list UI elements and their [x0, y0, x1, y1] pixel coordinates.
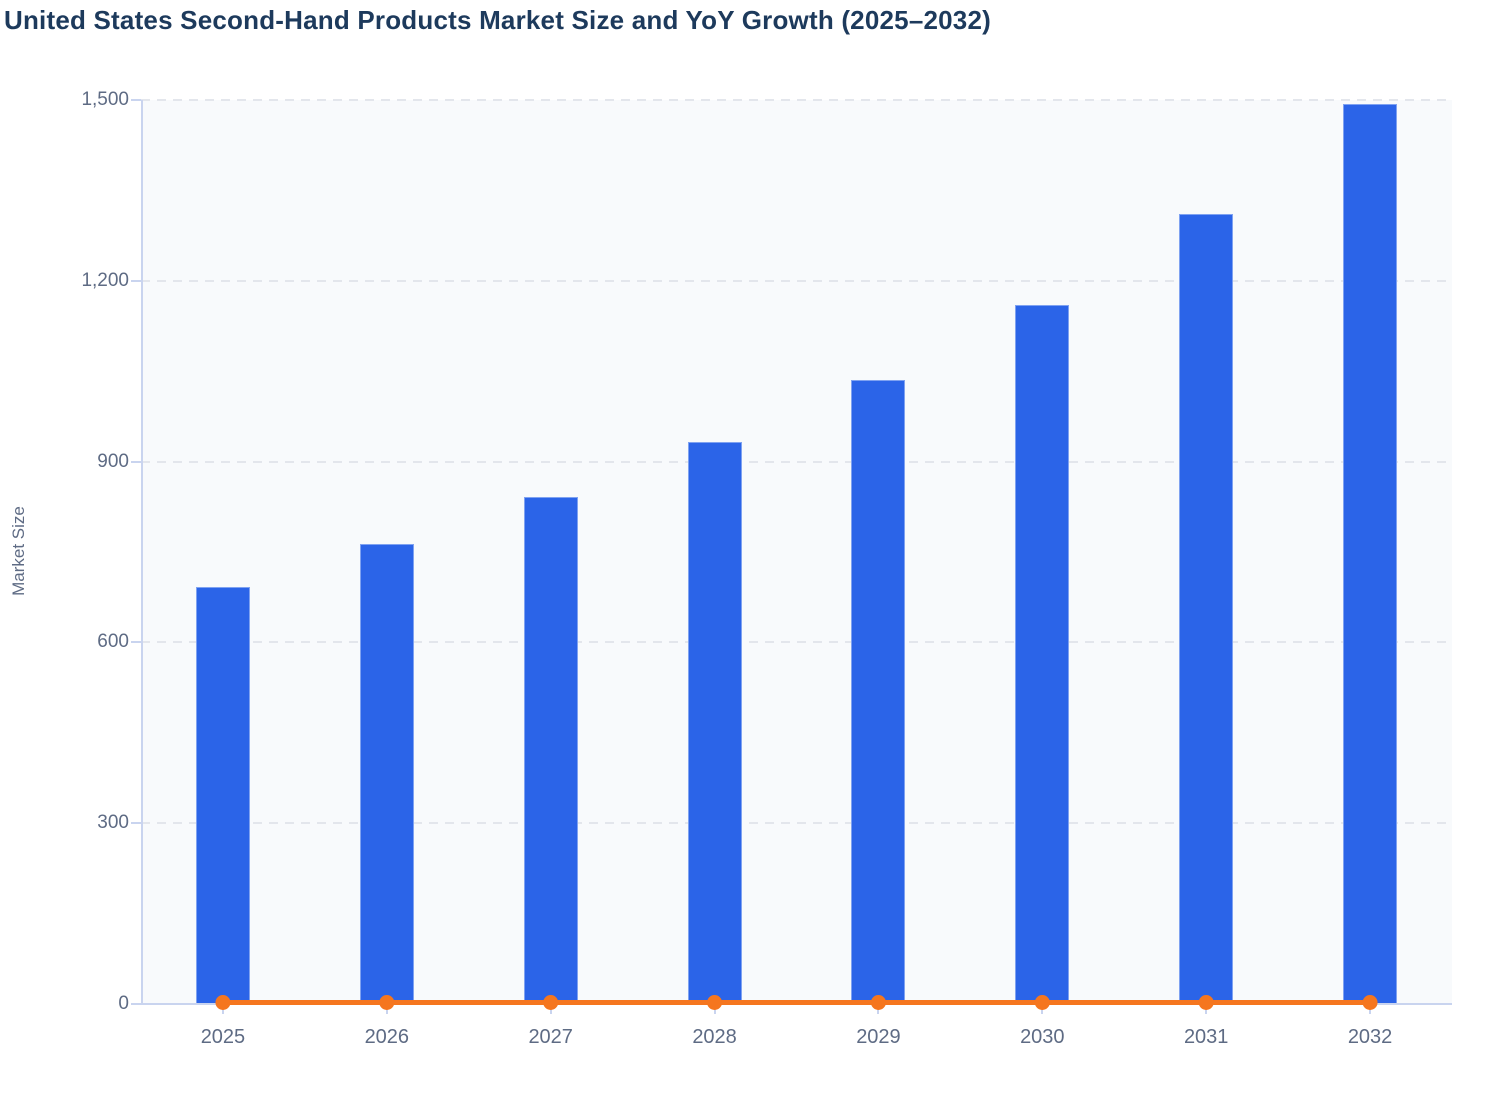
- x-tick-label: 2029: [856, 1026, 901, 1048]
- y-axis-tick: [131, 822, 141, 825]
- y-tick-label: 0: [118, 993, 129, 1014]
- yoy-marker-2028: [707, 995, 723, 1010]
- bar-2025: [195, 586, 250, 1004]
- y-tick-label: 1,200: [81, 269, 129, 291]
- y-axis-tick: [131, 460, 141, 463]
- y-axis-tick: [131, 1003, 141, 1005]
- yoy-marker-2025: [215, 995, 231, 1010]
- gridline-600: [141, 641, 1452, 644]
- bar-2030: [1015, 304, 1070, 1004]
- bar-2031: [1179, 213, 1234, 1004]
- x-tick-label: 2030: [1020, 1026, 1065, 1048]
- x-tick-label: 2032: [1347, 1026, 1393, 1048]
- y-axis-tick: [131, 99, 141, 101]
- y-axis-tick: [131, 641, 141, 644]
- bar-2026: [359, 544, 414, 1004]
- y-tick-label: 900: [97, 450, 129, 472]
- x-tick-label: 2025: [200, 1026, 246, 1048]
- yoy-marker-2027: [543, 995, 559, 1010]
- gridline-1,500: [141, 99, 1452, 101]
- x-tick-label: 2026: [364, 1026, 410, 1048]
- x-tick-label: 2031: [1183, 1026, 1229, 1048]
- bar-2027: [523, 497, 578, 1004]
- x-tick-label: 2028: [692, 1026, 737, 1048]
- yoy-marker-2031: [1198, 995, 1214, 1010]
- bar-2029: [851, 380, 906, 1004]
- gridline-1,200: [141, 279, 1452, 282]
- y-axis-tick: [131, 279, 141, 282]
- chart-title: United States Second-Hand Products Marke…: [4, 5, 991, 35]
- y-axis-line: [141, 100, 143, 1004]
- gridline-900: [141, 460, 1452, 463]
- yoy-marker-2026: [379, 995, 395, 1010]
- y-tick-label: 300: [97, 812, 129, 834]
- bar-2032: [1343, 104, 1398, 1004]
- y-tick-label: 1,500: [81, 89, 129, 110]
- plot-area-background: [141, 100, 1452, 1004]
- gridline-300: [141, 822, 1452, 825]
- yoy-marker-2030: [1034, 995, 1050, 1010]
- yoy-marker-2029: [870, 995, 886, 1010]
- yoy-marker-2032: [1362, 995, 1378, 1010]
- x-tick-label: 2027: [528, 1026, 573, 1048]
- y-tick-label: 600: [97, 631, 129, 653]
